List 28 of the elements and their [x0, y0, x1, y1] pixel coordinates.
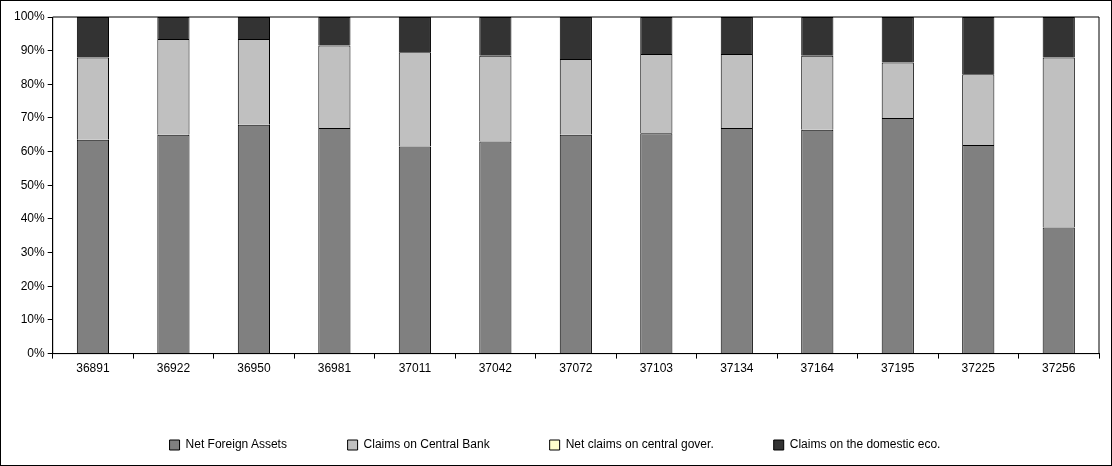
x-tick-label: 36950 [237, 361, 271, 376]
legend-label: Claims on the domestic eco. [789, 437, 941, 452]
x-tick-label: 37103 [639, 361, 674, 376]
x-tick-label: 36891 [76, 361, 110, 376]
y-tick-label: 20% [20, 278, 46, 293]
y-tick-label: 100% [13, 9, 46, 24]
x-tick-label: 37225 [961, 361, 996, 376]
y-tick-label: 70% [20, 110, 46, 125]
y-tick-label: 30% [20, 244, 46, 259]
x-tick-label: 37164 [800, 361, 835, 376]
legend-label: Net claims on central gover. [565, 437, 714, 452]
x-tick-label: 36922 [156, 361, 191, 376]
x-tick-label: 37134 [720, 361, 754, 376]
y-tick-label: 0% [27, 345, 46, 360]
y-tick-label: 40% [20, 211, 46, 226]
y-tick-label: 80% [20, 76, 46, 91]
y-tick-label: 90% [20, 42, 46, 57]
y-tick-label: 50% [20, 177, 46, 192]
y-tick-label: 60% [20, 143, 46, 158]
x-tick-label: 37011 [398, 361, 432, 376]
x-tick-label: 37256 [1042, 361, 1076, 376]
legend-label: Claims on Central Bank [363, 437, 491, 452]
legend-label: Net Foreign Assets [185, 437, 287, 452]
x-tick-label: 37072 [559, 361, 593, 376]
x-tick-label: 36981 [317, 361, 352, 376]
x-tick-label: 37042 [478, 361, 513, 376]
x-tick-label: 37195 [881, 361, 915, 376]
y-tick-label: 10% [20, 312, 46, 327]
